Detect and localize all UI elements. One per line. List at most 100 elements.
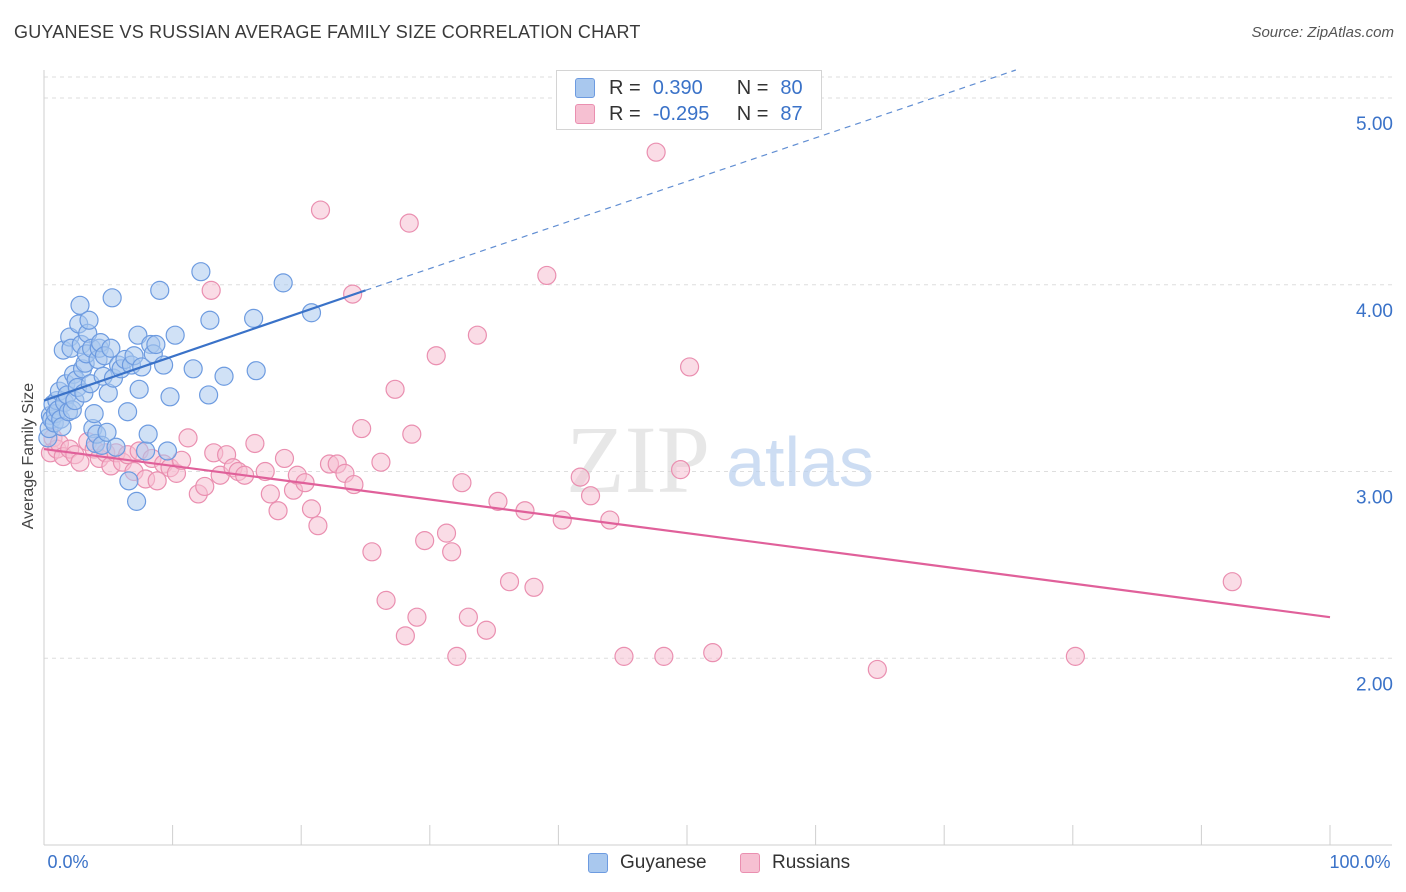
russians-point bbox=[436, 523, 457, 543]
guyanese-point bbox=[199, 385, 219, 405]
russians-point bbox=[426, 346, 446, 366]
guyanese-point bbox=[146, 334, 166, 355]
russians-point bbox=[385, 379, 405, 399]
russians-n-value: 87 bbox=[780, 102, 803, 125]
russians-point bbox=[654, 646, 674, 666]
guyanese-point bbox=[273, 273, 293, 293]
russians-point bbox=[1222, 572, 1242, 592]
guyanese-n-value: 80 bbox=[780, 76, 803, 99]
russians-point bbox=[310, 200, 331, 220]
guyanese-point bbox=[150, 280, 170, 300]
russians-point bbox=[308, 516, 328, 536]
watermark: ZIP atlas bbox=[566, 406, 874, 513]
guyanese-point bbox=[102, 288, 122, 308]
russians-point bbox=[371, 452, 391, 472]
russians-point bbox=[399, 213, 419, 233]
russians-point bbox=[580, 486, 601, 506]
x-axis-min-label: 0.0% bbox=[47, 852, 88, 872]
russians-point bbox=[679, 357, 700, 377]
guyanese-point bbox=[129, 379, 149, 399]
russians-point bbox=[552, 510, 572, 530]
x-axis-ticks bbox=[43, 825, 1331, 845]
x-axis-max-label: 100.0% bbox=[1329, 852, 1390, 872]
guyanese-swatch bbox=[575, 78, 595, 98]
russians-point bbox=[867, 659, 887, 680]
guyanese-point bbox=[138, 424, 158, 444]
guyanese-r-value: 0.390 bbox=[652, 76, 703, 99]
russians-point bbox=[395, 626, 415, 646]
guyanese-point bbox=[79, 310, 99, 330]
legend-item-russians[interactable]: Russians bbox=[740, 852, 850, 874]
y-axis-labels: 2.00 3.00 4.00 5.00 bbox=[1356, 114, 1393, 695]
guyanese-point bbox=[214, 366, 234, 386]
russians-point bbox=[260, 484, 280, 504]
russians-point bbox=[458, 607, 478, 627]
russians-point bbox=[442, 542, 462, 562]
y-axis-title: Average Family Size bbox=[20, 383, 37, 530]
source-label: Source: ZipAtlas.com bbox=[1251, 24, 1394, 41]
guyanese-point bbox=[183, 359, 203, 379]
russians-legend-label: Russians bbox=[772, 852, 851, 873]
russians-point bbox=[499, 572, 520, 592]
russians-n-label: N = bbox=[736, 102, 769, 125]
guyanese-trend-extension bbox=[365, 69, 1017, 291]
russians-point bbox=[646, 142, 666, 162]
russians-point bbox=[570, 467, 590, 487]
russians-point bbox=[201, 280, 221, 300]
russians-swatch bbox=[575, 104, 595, 124]
russians-point bbox=[362, 542, 382, 562]
russians-point bbox=[255, 461, 275, 482]
russians-point bbox=[488, 491, 508, 511]
russians-point bbox=[703, 643, 723, 663]
guyanese-trend-line bbox=[43, 289, 366, 402]
russians-point bbox=[245, 433, 265, 454]
russians-point bbox=[407, 607, 427, 627]
russians-r-label: R = bbox=[609, 102, 641, 125]
guyanese-point bbox=[200, 310, 220, 330]
guyanese-legend-label: Guyanese bbox=[620, 852, 707, 873]
y-tick-label: 5.00 bbox=[1356, 114, 1393, 135]
guyanese-point bbox=[101, 338, 121, 358]
watermark-atlas: atlas bbox=[726, 423, 874, 501]
y-tick-label: 2.00 bbox=[1356, 674, 1393, 695]
legend-row-guyanese: R = 0.390 N = 80 bbox=[575, 76, 803, 100]
russians-point bbox=[402, 424, 422, 444]
guyanese-point bbox=[128, 325, 148, 345]
russians-point bbox=[195, 476, 215, 497]
russians-point bbox=[1065, 646, 1085, 666]
guyanese-legend-swatch bbox=[588, 853, 608, 873]
russians-point bbox=[415, 531, 435, 551]
trend-lines bbox=[43, 69, 1331, 619]
russians-point bbox=[70, 452, 90, 472]
guyanese-point bbox=[160, 387, 180, 407]
russians-point bbox=[352, 418, 372, 439]
russians-point bbox=[178, 428, 198, 448]
russians-point bbox=[376, 590, 396, 610]
russians-point bbox=[537, 265, 557, 286]
russians-point bbox=[524, 577, 544, 597]
series-legend: Guyanese Russians bbox=[0, 852, 1406, 876]
guyanese-point bbox=[70, 295, 90, 315]
guyanese-points bbox=[38, 262, 322, 511]
y-tick-label: 4.00 bbox=[1356, 301, 1393, 322]
legend-row-russians: R = -0.295 N = 87 bbox=[575, 102, 803, 126]
russians-r-value: -0.295 bbox=[652, 102, 710, 125]
guyanese-point bbox=[246, 361, 266, 381]
russians-point bbox=[452, 473, 472, 493]
axes bbox=[43, 70, 1392, 846]
russians-point bbox=[476, 620, 496, 640]
russians-point bbox=[467, 325, 487, 345]
guyanese-point bbox=[84, 404, 104, 424]
russians-point bbox=[670, 460, 691, 480]
guyanese-point bbox=[244, 308, 264, 328]
legend-item-guyanese[interactable]: Guyanese bbox=[588, 852, 707, 874]
chart-title: GUYANESE VS RUSSIAN AVERAGE FAMILY SIZE … bbox=[14, 22, 641, 42]
russians-point bbox=[614, 646, 634, 666]
guyanese-n-label: N = bbox=[736, 76, 769, 99]
guyanese-point bbox=[191, 262, 211, 282]
gridlines bbox=[44, 76, 1392, 659]
guyanese-point bbox=[126, 491, 147, 511]
russians-trend-line bbox=[43, 448, 1331, 619]
guyanese-point bbox=[106, 437, 126, 457]
